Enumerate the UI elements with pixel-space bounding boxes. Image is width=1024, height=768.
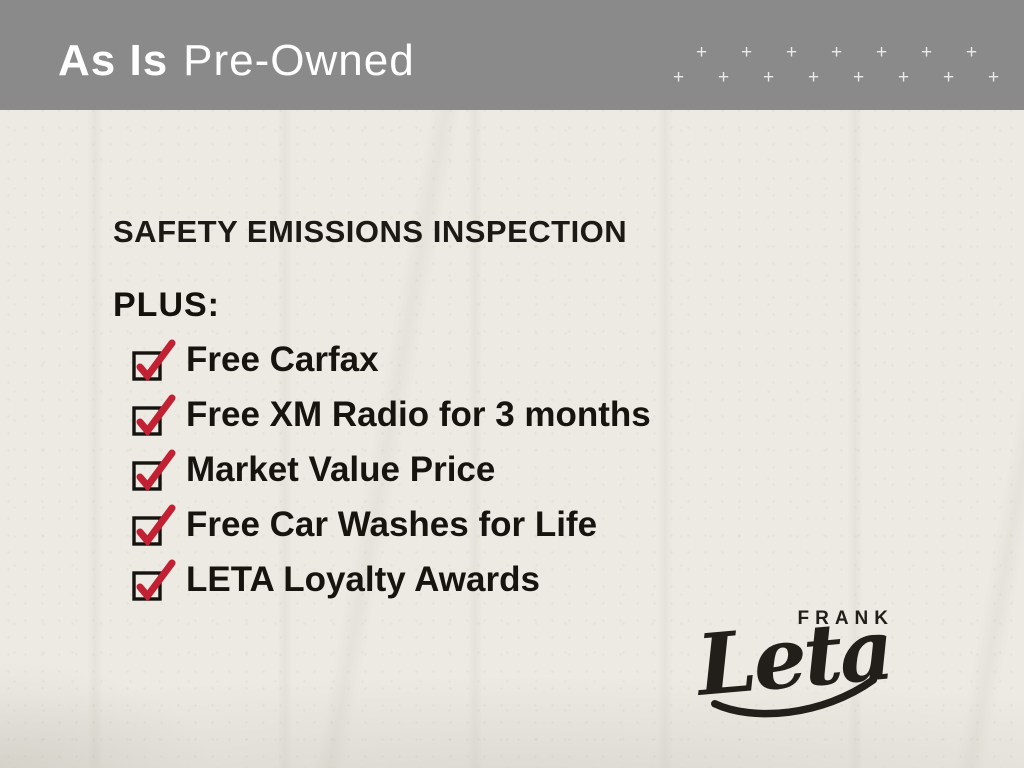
plus-icon: + bbox=[852, 67, 865, 88]
checklist: Free Carfax Free XM Radio for 3 months M… bbox=[131, 331, 651, 606]
plus-icon: + bbox=[672, 67, 685, 88]
checked-checkbox-icon bbox=[132, 559, 176, 601]
checked-checkbox-icon bbox=[132, 339, 176, 381]
slide-header: As Is Pre-Owned + + + + + + + + + + + + + + + bbox=[0, 0, 1024, 110]
section-heading: SAFETY EMISSIONS INSPECTION bbox=[113, 214, 628, 249]
checked-checkbox-icon bbox=[132, 394, 176, 436]
plus-icon: + bbox=[717, 67, 730, 88]
plus-icon: + bbox=[987, 67, 1000, 88]
plus-icon: + bbox=[965, 42, 978, 63]
logo-leta-script: Leta bbox=[692, 607, 895, 718]
plus-label: PLUS: bbox=[113, 286, 220, 324]
checklist-item-label: Free Carfax bbox=[186, 339, 379, 379]
plus-icon: + bbox=[942, 67, 955, 88]
logo-frank-text: FRANK bbox=[797, 608, 894, 629]
plus-row-top: + + + + + + + bbox=[672, 40, 1000, 65]
frank-leta-logo: FRANK Leta bbox=[692, 607, 908, 720]
checklist-item-label: LETA Loyalty Awards bbox=[186, 559, 540, 599]
plus-row-bottom: + + + + + + + + bbox=[672, 65, 1000, 90]
checklist-item-label: Free Car Washes for Life bbox=[186, 504, 598, 544]
checklist-item: Free Carfax bbox=[131, 331, 651, 386]
checklist-item-label: Free XM Radio for 3 months bbox=[186, 394, 651, 434]
page-title: As Is Pre-Owned bbox=[58, 0, 415, 116]
plus-icon: + bbox=[830, 42, 843, 63]
plus-icon: + bbox=[695, 42, 708, 63]
plus-icon: + bbox=[762, 67, 775, 88]
logo-swash bbox=[711, 676, 878, 718]
plus-icon: + bbox=[807, 67, 820, 88]
checklist-item: Free XM Radio for 3 months bbox=[131, 386, 651, 441]
checklist-item: Market Value Price bbox=[131, 441, 651, 496]
checklist-item-label: Market Value Price bbox=[186, 449, 496, 489]
checklist-item: Free Car Washes for Life bbox=[131, 496, 651, 551]
plus-icon: + bbox=[740, 42, 753, 63]
plus-icon: + bbox=[920, 42, 933, 63]
checked-checkbox-icon bbox=[132, 504, 176, 546]
plus-icon: + bbox=[897, 67, 910, 88]
logo-leta-text: Leta bbox=[692, 607, 895, 715]
plus-icon: + bbox=[785, 42, 798, 63]
title-regular-part: Pre-Owned bbox=[183, 36, 415, 85]
title-bold-part: As Is bbox=[58, 36, 169, 85]
plus-icon: + bbox=[875, 42, 888, 63]
plus-pattern: + + + + + + + + + + + + + + + bbox=[672, 40, 1000, 90]
checked-checkbox-icon bbox=[132, 449, 176, 491]
checklist-item: LETA Loyalty Awards bbox=[131, 551, 651, 606]
